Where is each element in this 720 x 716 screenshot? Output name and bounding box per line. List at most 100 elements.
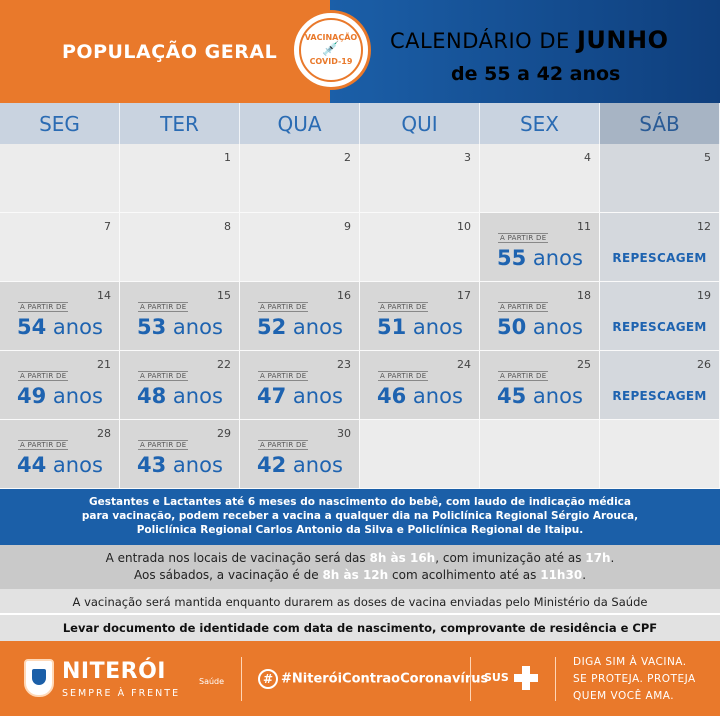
footer-divider (241, 657, 242, 701)
calendar-day-cell: 10 (360, 213, 480, 282)
day-number: 23 (337, 358, 351, 371)
day-number: 28 (97, 427, 111, 440)
from-label: A PARTIR DE (258, 302, 309, 312)
footer-slogan: DIGA SIM À VACINA. SE PROTEJA. PROTEJA Q… (573, 656, 696, 702)
day-number: 9 (344, 220, 351, 233)
age-unit: anos (292, 315, 343, 339)
age-value: 43 (137, 453, 167, 477)
calendar-title: CALENDÁRIO DE JUNHO (390, 26, 669, 54)
age-value: 53 (137, 315, 167, 339)
age-group: 48 anos (137, 384, 223, 408)
age-value: 44 (17, 453, 47, 477)
repescagem-label: REPESCAGEM (612, 251, 707, 265)
seal-bottom-text: COVID-19 (309, 56, 353, 66)
from-label: A PARTIR DE (378, 371, 429, 381)
footer-brand-subtitle: SEMPRE À FRENTE (62, 688, 181, 699)
footer-saude: Saúde (199, 677, 225, 686)
age-value: 55 (497, 246, 527, 270)
age-unit: anos (292, 384, 343, 408)
day-number: 22 (217, 358, 231, 371)
calendar-day-cell: 18 A PARTIR DE 50 anos (480, 282, 600, 351)
day-number: 11 (577, 220, 591, 233)
from-label: A PARTIR DE (18, 371, 69, 381)
age-value: 49 (17, 384, 47, 408)
hashtag-icon: # (258, 669, 278, 689)
age-unit: anos (52, 315, 103, 339)
weekday-thu: QUI (360, 103, 480, 144)
footer: NITERÓI SEMPRE À FRENTE Saúde # #NiteróiC… (0, 641, 720, 716)
day-number: 24 (457, 358, 471, 371)
calendar-day-cell (480, 420, 600, 489)
calendar-month: JUNHO (576, 26, 669, 54)
header-right-panel (330, 0, 720, 103)
age-value: 52 (257, 315, 287, 339)
day-number: 12 (697, 220, 711, 233)
documents-notice: Levar documento de identidade com data d… (0, 615, 720, 641)
header-left-title: POPULAÇÃO GERAL (62, 40, 278, 63)
age-unit: anos (172, 315, 223, 339)
day-number: 25 (577, 358, 591, 371)
day-number: 8 (224, 220, 231, 233)
calendar-day-cell: 3 (360, 144, 480, 213)
age-unit: anos (172, 384, 223, 408)
vaccination-seal-icon: VACINAÇÃO 💉 COVID-19 (291, 10, 371, 90)
day-number: 14 (97, 289, 111, 302)
calendar-day-cell: 29 A PARTIR DE 43 anos (120, 420, 240, 489)
age-group: 47 anos (257, 384, 343, 408)
age-unit: anos (52, 453, 103, 477)
from-label: A PARTIR DE (18, 440, 69, 450)
calendar-week-row: 7 8 9 10 11 A PARTIR DE 55 anos 12 REPESCAGEM (0, 213, 720, 282)
calendar-day-cell (600, 420, 720, 489)
age-group: 53 anos (137, 315, 223, 339)
calendar-week-row: 1 2 3 4 5 (0, 144, 720, 213)
calendar-day-cell: 5 (600, 144, 720, 213)
day-number: 3 (464, 151, 471, 164)
day-number: 2 (344, 151, 351, 164)
age-unit: anos (172, 453, 223, 477)
age-unit: anos (412, 384, 463, 408)
repescagem-label: REPESCAGEM (612, 320, 707, 334)
age-group: 49 anos (17, 384, 103, 408)
weekday-wed: QUA (240, 103, 360, 144)
age-value: 45 (497, 384, 527, 408)
from-label: A PARTIR DE (498, 371, 549, 381)
seal-top-text: VACINAÇÃO (304, 32, 358, 42)
header-banner: POPULAÇÃO GERAL (0, 0, 720, 103)
schedule-notice: A entrada nos locais de vacinação será d… (0, 545, 720, 589)
footer-brand: NITERÓI (62, 659, 166, 684)
from-label: A PARTIR DE (498, 302, 549, 312)
age-value: 48 (137, 384, 167, 408)
age-group: 42 anos (257, 453, 343, 477)
calendar-day-cell: 30 A PARTIR DE 42 anos (240, 420, 360, 489)
day-number: 5 (704, 151, 711, 164)
age-group: 55 anos (497, 246, 583, 270)
age-unit: anos (532, 384, 583, 408)
calendar-day-cell: 7 (0, 213, 120, 282)
sus-cross-icon (514, 666, 538, 690)
age-group: 51 anos (377, 315, 463, 339)
age-group: 45 anos (497, 384, 583, 408)
day-number: 29 (217, 427, 231, 440)
age-value: 46 (377, 384, 407, 408)
from-label: A PARTIR DE (138, 371, 189, 381)
calendar-day-cell: 12 REPESCAGEM (600, 213, 720, 282)
age-unit: anos (532, 315, 583, 339)
calendar-week-row: 28 A PARTIR DE 44 anos 29 A PARTIR DE 43 anos… (0, 420, 720, 489)
day-number: 17 (457, 289, 471, 302)
calendar-day-cell: 8 (120, 213, 240, 282)
footer-divider (470, 657, 471, 701)
day-number: 16 (337, 289, 351, 302)
calendar-day-cell: 22 A PARTIR DE 48 anos (120, 351, 240, 420)
age-group: 52 anos (257, 315, 343, 339)
calendar-day-cell: 17 A PARTIR DE 51 anos (360, 282, 480, 351)
day-number: 4 (584, 151, 591, 164)
day-number: 30 (337, 427, 351, 440)
niteroi-crest-icon (24, 659, 54, 697)
age-unit: anos (412, 315, 463, 339)
age-group: 50 anos (497, 315, 583, 339)
calendar-day-cell: 9 (240, 213, 360, 282)
day-number: 1 (224, 151, 231, 164)
age-group: 46 anos (377, 384, 463, 408)
age-group: 54 anos (17, 315, 103, 339)
day-number: 7 (104, 220, 111, 233)
